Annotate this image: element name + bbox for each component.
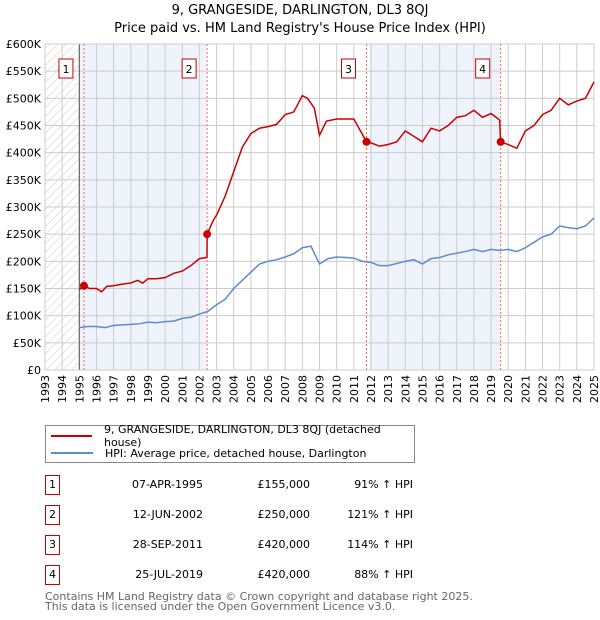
footer-licence: This data is licensed under the Open Gov… bbox=[45, 600, 396, 613]
chart-title: 9, GRANGESIDE, DARLINGTON, DL3 8QJ bbox=[171, 3, 429, 18]
x-tick-label: 2020 bbox=[502, 375, 515, 403]
plot-border bbox=[44, 43, 595, 371]
legend-label-property: 9, GRANGESIDE, DARLINGTON, DL3 8QJ (deta… bbox=[103, 423, 381, 449]
transaction-hpi-change: 91% ↑ HPI bbox=[354, 478, 413, 491]
x-tick-label: 2024 bbox=[571, 375, 584, 403]
legend-item-property: 9, GRANGESIDE, DARLINGTON, DL3 8QJ (deta… bbox=[46, 423, 414, 449]
y-tick-label: £350K bbox=[6, 174, 42, 187]
transaction-price: £420,000 bbox=[257, 568, 311, 581]
x-tick-label: 2004 bbox=[228, 375, 241, 403]
x-tick-label: 2006 bbox=[262, 375, 275, 403]
x-tick-label: 2015 bbox=[416, 375, 429, 403]
x-tick-label: 2016 bbox=[434, 375, 447, 403]
y-tick-label: £600K bbox=[6, 38, 42, 51]
transaction-price: £155,000 bbox=[257, 478, 311, 491]
transaction-number-badge: 4 bbox=[45, 565, 60, 585]
x-tick-label: 2011 bbox=[348, 375, 361, 403]
x-tick-label: 2017 bbox=[451, 375, 464, 403]
sale-label-number: 2 bbox=[186, 63, 193, 76]
x-tick-label: 2008 bbox=[296, 375, 309, 403]
sale-label-box bbox=[341, 58, 357, 79]
legend-item-hpi: HPI: Average price, detached house, Darl… bbox=[46, 445, 366, 461]
hpi-line bbox=[79, 217, 595, 329]
x-tick-label: 2025 bbox=[588, 375, 600, 403]
transaction-hpi-change: 114% ↑ HPI bbox=[347, 538, 413, 551]
x-tick-label: 2000 bbox=[159, 375, 172, 403]
x-tick-label: 2003 bbox=[211, 375, 224, 403]
transaction-date: 12-JUN-2002 bbox=[132, 508, 203, 521]
sale-label-box bbox=[181, 58, 197, 79]
sale-label-number: 3 bbox=[345, 63, 352, 76]
y-tick-label: £250K bbox=[6, 228, 42, 241]
sale-point bbox=[362, 137, 371, 146]
transaction-row: 3 28-SEP-2011 £420,000 114% ↑ HPI bbox=[45, 535, 465, 555]
transaction-number-badge: 3 bbox=[45, 535, 60, 555]
x-tick-label: 2001 bbox=[176, 375, 189, 403]
transaction-date: 07-APR-1995 bbox=[131, 478, 203, 491]
x-tick-label: 1998 bbox=[125, 375, 138, 403]
x-tick-label: 2021 bbox=[519, 375, 532, 403]
transaction-row: 1 07-APR-1995 £155,000 91% ↑ HPI bbox=[45, 475, 465, 495]
legend-swatch-hpi bbox=[51, 452, 93, 454]
legend-label-hpi: HPI: Average price, detached house, Darl… bbox=[105, 446, 367, 460]
y-tick-label: £400K bbox=[6, 147, 42, 160]
sale-point bbox=[203, 230, 212, 239]
transaction-row: 4 25-JUL-2019 £420,000 88% ↑ HPI bbox=[45, 565, 465, 585]
sale-label-box bbox=[58, 58, 74, 79]
transaction-row: 2 12-JUN-2002 £250,000 121% ↑ HPI bbox=[45, 505, 465, 525]
y-tick-label: £500K bbox=[6, 92, 42, 105]
x-tick-label: 2007 bbox=[279, 375, 292, 403]
y-tick-label: £100K bbox=[6, 310, 42, 323]
x-tick-label: 1997 bbox=[108, 375, 121, 403]
x-tick-label: 2005 bbox=[245, 375, 258, 403]
y-tick-label: £150K bbox=[6, 283, 42, 296]
x-tick-label: 2018 bbox=[468, 375, 481, 403]
x-tick-label: 1996 bbox=[90, 375, 103, 403]
y-tick-label: £200K bbox=[6, 255, 42, 268]
y-tick-label: £0 bbox=[27, 364, 41, 377]
y-tick-label: £50K bbox=[13, 337, 42, 350]
x-tick-label: 1995 bbox=[73, 375, 86, 403]
x-tick-label: 2002 bbox=[193, 375, 206, 403]
x-tick-label: 2012 bbox=[365, 375, 378, 403]
chart-subtitle: Price paid vs. HM Land Registry's House … bbox=[114, 21, 486, 36]
transaction-hpi-change: 121% ↑ HPI bbox=[347, 508, 413, 521]
transaction-price: £420,000 bbox=[257, 538, 311, 551]
sale-label-box bbox=[475, 58, 491, 79]
x-tick-label: 2010 bbox=[331, 375, 344, 403]
sale-label-number: 1 bbox=[62, 63, 69, 76]
footer-copyright: Contains HM Land Registry data © Crown c… bbox=[45, 590, 473, 603]
x-tick-label: 1994 bbox=[56, 375, 69, 403]
property-price-line bbox=[78, 81, 595, 293]
sale-label-number: 4 bbox=[479, 63, 486, 76]
legend-swatch-property bbox=[51, 435, 92, 437]
transaction-price: £250,000 bbox=[257, 508, 311, 521]
y-tick-label: £300K bbox=[6, 201, 42, 214]
x-tick-label: 1993 bbox=[39, 375, 52, 403]
transaction-hpi-change: 88% ↑ HPI bbox=[354, 568, 413, 581]
y-tick-label: £550K bbox=[6, 65, 42, 78]
sale-point bbox=[496, 137, 505, 146]
transaction-number-badge: 1 bbox=[45, 475, 60, 495]
y-tick-label: £450K bbox=[6, 120, 42, 133]
x-tick-label: 2023 bbox=[554, 375, 567, 403]
legend: 9, GRANGESIDE, DARLINGTON, DL3 8QJ (deta… bbox=[45, 423, 415, 463]
x-tick-label: 2009 bbox=[314, 375, 327, 403]
x-tick-label: 2019 bbox=[485, 375, 498, 403]
x-tick-label: 2013 bbox=[382, 375, 395, 403]
transaction-number-badge: 2 bbox=[45, 505, 60, 525]
transaction-date: 28-SEP-2011 bbox=[132, 538, 203, 551]
transaction-date: 25-JUL-2019 bbox=[135, 568, 203, 581]
price-chart: 1993 1994 1995 1996 1997 1998 1999 2000 2001 2002… bbox=[6, 38, 600, 403]
x-tick-label: 2014 bbox=[399, 375, 412, 403]
x-tick-label: 1999 bbox=[142, 375, 155, 403]
sale-point bbox=[79, 281, 88, 290]
x-tick-label: 2022 bbox=[537, 375, 550, 403]
